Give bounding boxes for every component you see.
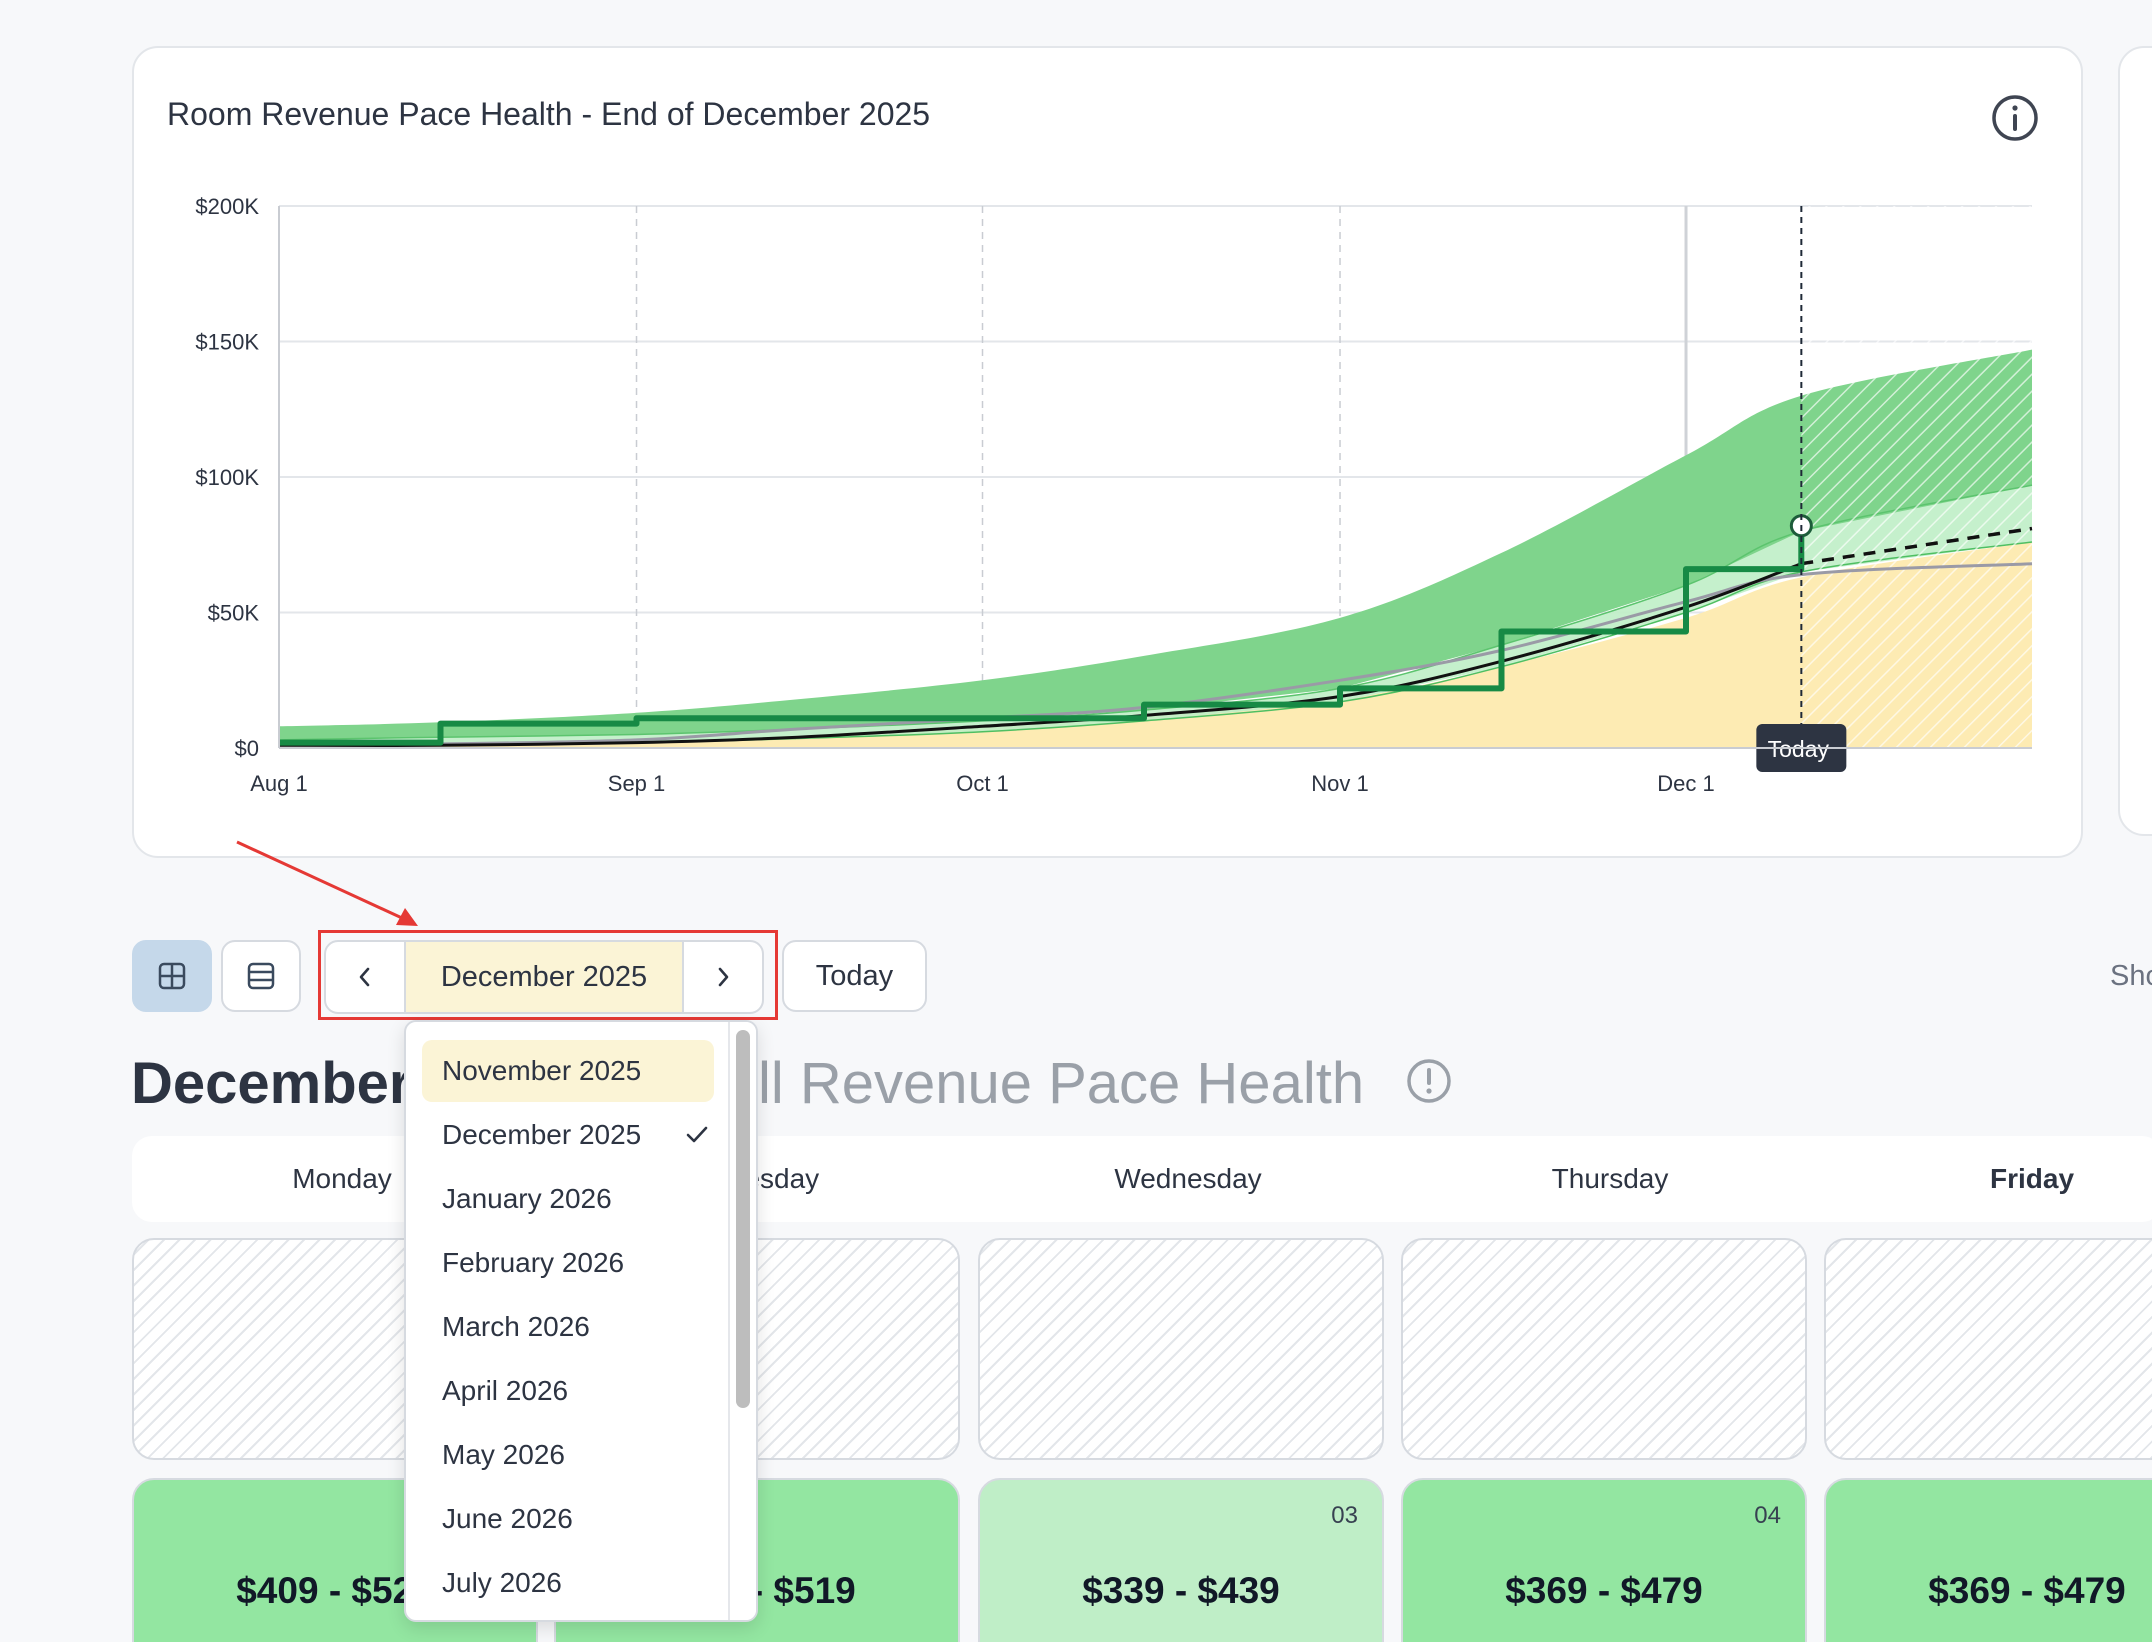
pace-forecast-line bbox=[1801, 526, 2033, 566]
side-card bbox=[2118, 46, 2152, 836]
day-rate-range: $369 - $479 bbox=[1505, 1570, 1703, 1611]
month-option[interactable]: July 2026 bbox=[442, 1567, 562, 1598]
y-tick-label: $200K bbox=[195, 194, 259, 219]
month-option[interactable]: November 2025 bbox=[422, 1040, 714, 1102]
month-option[interactable]: February 2026 bbox=[442, 1247, 625, 1278]
month-selector[interactable]: December 2025 bbox=[404, 942, 684, 1012]
baseline-area bbox=[279, 542, 2032, 748]
calendar-day-cell[interactable]: 03 $339 - $439 bbox=[978, 1478, 1384, 1642]
weekday-label: Monday bbox=[292, 1163, 392, 1194]
actual-revenue-line bbox=[279, 525, 1805, 746]
month-option[interactable]: January 2026 bbox=[442, 1183, 612, 1214]
month-option[interactable]: April 2026 bbox=[442, 1375, 569, 1406]
day-rate-range: $409 - $529 bbox=[236, 1570, 434, 1611]
chevron-left-icon bbox=[359, 967, 370, 987]
month-option[interactable]: May 2026 bbox=[442, 1439, 565, 1470]
forecast-hatch bbox=[1801, 206, 2032, 748]
chevron-right-icon bbox=[718, 967, 729, 987]
weekday-label: Wednesday bbox=[1114, 1163, 1262, 1194]
month-option[interactable]: June 2026 bbox=[442, 1503, 573, 1534]
day-rate-range: $369 - $479 bbox=[1928, 1570, 2126, 1611]
x-tick-label: Aug 1 bbox=[250, 771, 308, 796]
previous-month-button[interactable] bbox=[326, 942, 404, 1012]
revenue-pace-chart-card: Today $0 $50K $100K $150K $200K Aug 1 Sep 1 Oct … bbox=[132, 46, 2083, 858]
list-icon bbox=[247, 962, 275, 990]
calendar-empty-cell bbox=[1401, 1238, 1807, 1460]
annotation-highlight-box bbox=[318, 930, 778, 1020]
x-tick-label: Dec 1 bbox=[1657, 771, 1714, 796]
alert-icon[interactable] bbox=[1406, 1058, 1452, 1104]
next-month-button[interactable] bbox=[684, 942, 762, 1012]
y-tick-label: $50K bbox=[208, 601, 260, 626]
chart-title: Room Revenue Pace Health - End of Decemb… bbox=[167, 96, 931, 132]
weekday-label: Friday bbox=[1989, 1163, 2075, 1194]
month-navigator: December 2025 bbox=[324, 940, 764, 1014]
today-button[interactable]: Today bbox=[782, 940, 927, 1012]
month-option-selected[interactable]: December 2025 bbox=[422, 1104, 714, 1166]
y-tick-label: $100K bbox=[195, 465, 259, 490]
calendar-day-cell[interactable]: 05 $369 - $479 bbox=[1824, 1478, 2152, 1642]
show-options-label[interactable]: Sho bbox=[2110, 960, 2152, 992]
month-dropdown: November 2025 December 2025 January 2026… bbox=[404, 1020, 758, 1622]
y-tick-label: $150K bbox=[195, 330, 259, 355]
day-rate-range: $339 - $439 bbox=[1082, 1570, 1280, 1611]
dropdown-scrollbar[interactable] bbox=[736, 1030, 750, 1408]
month-option-label: December 2025 bbox=[442, 1119, 642, 1150]
x-tick-label: Sep 1 bbox=[608, 771, 666, 796]
y-tick-label: $0 bbox=[235, 736, 259, 761]
grid-icon bbox=[158, 962, 186, 990]
month-option[interactable]: March 2026 bbox=[442, 1311, 590, 1342]
day-number: 04 bbox=[1754, 1502, 1781, 1529]
grid-view-button[interactable] bbox=[132, 940, 212, 1012]
calendar-empty-cell bbox=[978, 1238, 1384, 1460]
weekday-label: Thursday bbox=[1551, 1163, 1669, 1194]
info-icon[interactable] bbox=[1990, 93, 2040, 143]
checkmark-icon bbox=[686, 1126, 708, 1143]
calendar-empty-cell bbox=[1824, 1238, 2152, 1460]
pace-line bbox=[278, 562, 1802, 747]
calendar-day-cell[interactable]: 04 $369 - $479 bbox=[1401, 1478, 1807, 1642]
list-view-button[interactable] bbox=[221, 940, 301, 1012]
day-number: 03 bbox=[1331, 1502, 1358, 1529]
x-tick-label: Oct 1 bbox=[956, 771, 1009, 796]
x-tick-label: Nov 1 bbox=[1311, 771, 1368, 796]
